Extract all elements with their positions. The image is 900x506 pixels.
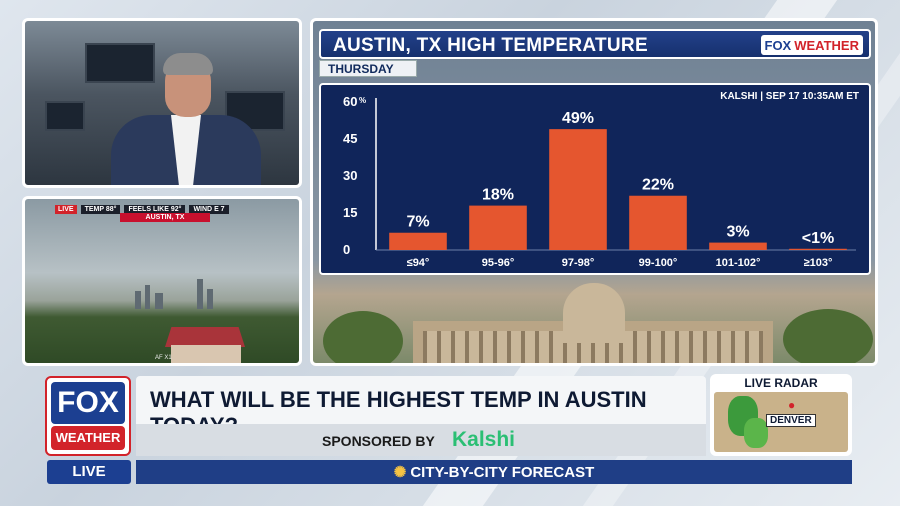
bar-value-label: 49% — [562, 110, 594, 127]
studio-monitor — [45, 101, 85, 131]
ticker-bar: ✺ CITY-BY-CITY FORECAST — [136, 460, 852, 484]
fox-weather-badge: FOX WEATHER — [45, 376, 131, 456]
y-tick-label: 45 — [343, 131, 357, 146]
chart-bar — [469, 205, 527, 250]
tree — [783, 309, 873, 363]
skyline-building — [197, 279, 203, 309]
presenter-hair — [163, 53, 213, 75]
y-tick-label: 15 — [343, 205, 357, 220]
chart-bar — [789, 248, 847, 250]
skyline-building — [155, 293, 163, 309]
y-unit-label: % — [359, 96, 366, 105]
sponsor-bar: SPONSORED BY Kalshi — [136, 424, 706, 456]
y-tick-label: 0 — [343, 242, 350, 257]
studio-monitor — [85, 43, 155, 83]
graphic-title: AUSTIN, TX HIGH TEMPERATURE — [333, 35, 648, 56]
y-tick-label: 60 — [343, 94, 357, 109]
bar-value-label: 3% — [726, 224, 749, 241]
sponsor-logo: Kalshi — [452, 428, 516, 451]
building-roof — [165, 327, 245, 347]
sun-icon: ✺ — [393, 464, 407, 481]
day-label: THURSDAY — [328, 62, 394, 76]
live-radar-widget: LIVE RADAR ● DENVER — [710, 374, 852, 456]
temperature-graphic: AUSTIN, TX HIGH TEMPERATURE FOX WEATHER T… — [310, 18, 878, 366]
x-tick-label: ≤94° — [407, 257, 430, 269]
camera-watermark: AF X1 — [155, 355, 172, 361]
weather-conditions-bar: LIVE TEMP 88° FEELS LIKE 92° WIND E 7 — [55, 203, 229, 215]
temp-readout: TEMP 88° — [80, 204, 121, 214]
x-tick-label: ≥103° — [804, 257, 833, 269]
ticker-headline: ✺ CITY-BY-CITY FORECAST — [393, 464, 595, 481]
chart-bar — [709, 242, 767, 250]
location-pin-icon: ● — [788, 398, 796, 412]
fox-weather-logo: FOX WEATHER — [760, 35, 863, 55]
tree — [323, 311, 403, 363]
y-tick-label: 30 — [343, 168, 357, 183]
weather-logo-text: WEATHER — [51, 426, 125, 450]
feels-like-readout: FEELS LIKE 92° — [124, 204, 186, 214]
live-chip: LIVE — [47, 460, 131, 484]
radar-echo — [744, 418, 768, 448]
x-tick-label: 101-102° — [716, 257, 761, 269]
day-tab: THURSDAY — [319, 60, 417, 77]
question-bar: WHAT WILL BE THE HIGHEST TEMP IN AUSTIN … — [136, 376, 706, 438]
building-wall — [171, 345, 241, 363]
radar-city-label: DENVER — [766, 414, 816, 427]
city-camera-feed: LIVE TEMP 88° FEELS LIKE 92° WIND E 7 AU… — [22, 196, 302, 366]
bar-value-label: <1% — [802, 230, 834, 247]
skyline-building — [135, 291, 141, 309]
skyline-building — [145, 285, 150, 309]
skyline-building — [207, 289, 213, 309]
bar-value-label: 7% — [406, 214, 429, 231]
x-tick-label: 95-96° — [482, 257, 515, 269]
bar-value-label: 18% — [482, 187, 514, 204]
radar-map: ● DENVER — [714, 392, 848, 452]
wind-readout: WIND E 7 — [189, 204, 229, 214]
fox-logo-text: FOX — [51, 382, 125, 424]
chart-container: KALSHI | SEP 17 10:35AM ET 0 15 30 45 60% 7% ≤… — [319, 83, 871, 275]
sponsored-by-label: SPONSORED BY — [322, 433, 435, 449]
x-tick-label: 97-98° — [562, 257, 595, 269]
capitol-dome — [563, 283, 625, 343]
camera-location-label: AUSTIN, TX — [120, 213, 210, 222]
bar-value-label: 22% — [642, 177, 674, 194]
radar-title: LIVE RADAR — [744, 376, 818, 390]
bar-chart: 0 15 30 45 60 % 7% ≤94° 18% 95-96° 49% 97-98° 22% 99-… — [343, 94, 856, 269]
chart-bar — [389, 232, 447, 250]
studio-camera-feed — [22, 18, 302, 188]
chart-source: KALSHI | SEP 17 10:35AM ET — [720, 91, 859, 102]
x-tick-label: 99-100° — [639, 257, 678, 269]
chart-bar — [629, 195, 687, 250]
graphic-title-bar: AUSTIN, TX HIGH TEMPERATURE FOX WEATHER — [319, 29, 871, 59]
live-indicator: LIVE — [55, 204, 77, 214]
chart-bar — [549, 129, 607, 250]
